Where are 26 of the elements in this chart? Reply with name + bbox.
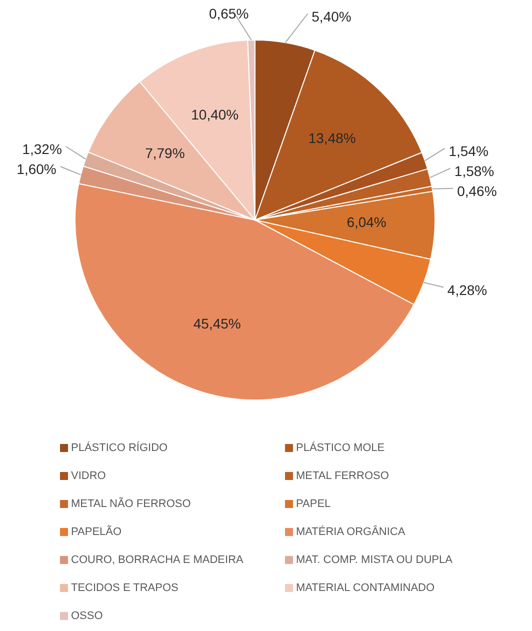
legend-label: COURO, BORRACHA E MADEIRA	[71, 554, 244, 566]
legend-label: METAL FERROSO	[296, 470, 390, 482]
legend-label: MAT. COMP. MISTA OU DUPLA	[296, 554, 454, 566]
legend-label: MATÉRIA ORGÂNICA	[296, 524, 406, 538]
legend-label: VIDRO	[71, 470, 106, 482]
data-label: 1,54%	[448, 143, 488, 160]
data-label: 6,04%	[346, 214, 386, 230]
legend-label: METAL NÃO FERROSO	[71, 496, 192, 510]
legend-label: TECIDOS E TRAPOS	[71, 582, 178, 594]
legend-label: PAPELÃO	[71, 524, 122, 538]
legend-label: MATERIAL CONTAMINADO	[296, 582, 435, 594]
data-label: 1,60%	[16, 161, 56, 178]
data-label: 5,40%	[312, 8, 352, 24]
data-label: 0,46%	[457, 183, 497, 200]
data-label: 13,48%	[308, 130, 356, 146]
data-label: 1,58%	[454, 163, 494, 180]
legend-label: PAPEL	[296, 498, 331, 510]
legend-label: OSSO	[71, 610, 104, 622]
legend-label: PLÁSTICO MOLE	[296, 440, 385, 454]
legend-label: PLÁSTICO RÍGIDO	[71, 440, 168, 454]
data-label: 10,40%	[191, 106, 239, 123]
data-label: 0,65%	[208, 6, 249, 22]
data-label: 7,79%	[145, 144, 185, 161]
data-label: 1,32%	[22, 141, 62, 158]
data-label: 45,45%	[193, 316, 241, 332]
data-label: 4,28%	[447, 282, 488, 298]
